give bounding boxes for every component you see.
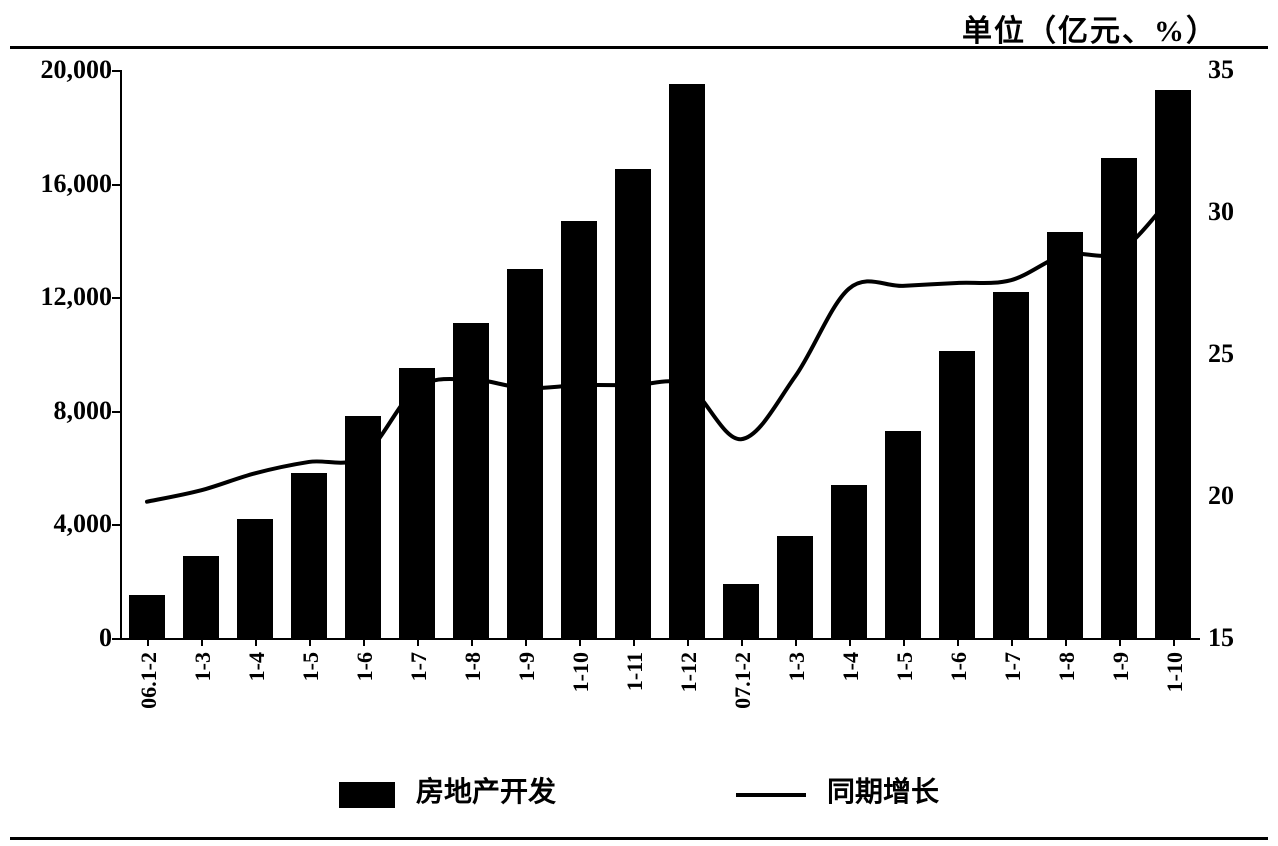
x-axis-label: 1-3 [784, 652, 810, 681]
bar [1101, 158, 1137, 638]
x-tick-mark [1173, 638, 1175, 646]
y-left-tick-mark [112, 638, 120, 640]
x-tick-mark [903, 638, 905, 646]
bar [291, 473, 327, 638]
bar [669, 84, 705, 638]
legend-line-label: 同期增长 [827, 777, 939, 808]
x-tick-mark [957, 638, 959, 646]
x-tick-mark [633, 638, 635, 646]
y-left-tick-label: 4,000 [12, 509, 112, 539]
y-right-tick-label: 30 [1208, 197, 1268, 227]
y-left-tick-mark [112, 524, 120, 526]
bottom-border-rule [10, 837, 1268, 840]
bar [777, 536, 813, 638]
y-left-tick-mark [112, 70, 120, 72]
y-left-tick-mark [112, 184, 120, 186]
x-tick-mark [1065, 638, 1067, 646]
x-tick-mark [849, 638, 851, 646]
x-tick-mark [255, 638, 257, 646]
x-axis-line [120, 638, 1200, 640]
y-right-tick-label: 25 [1208, 339, 1268, 369]
bar [237, 519, 273, 638]
x-tick-mark [417, 638, 419, 646]
bar [561, 221, 597, 638]
bar [939, 351, 975, 638]
x-tick-mark [1119, 638, 1121, 646]
x-axis-label: 1-6 [352, 652, 378, 681]
y-left-tick-label: 16,000 [12, 169, 112, 199]
x-axis-label: 06.1-2 [136, 652, 162, 709]
x-axis-label: 1-4 [244, 652, 270, 681]
x-axis-label: 1-10 [1162, 652, 1188, 692]
x-tick-mark [525, 638, 527, 646]
legend-item-line: 同期增长 [736, 770, 939, 810]
plot-area: 0 4,000 8,000 12,000 16,000 20,000 15 20 25 30 35… [0, 0, 1278, 846]
bar [183, 556, 219, 638]
chart-container: 单位（亿元、%） 04,0008,00012,00016,00020,000 1… [0, 0, 1278, 846]
bar [453, 323, 489, 638]
x-axis-label: 1-8 [460, 652, 486, 681]
x-tick-mark [795, 638, 797, 646]
x-axis-label: 1-4 [838, 652, 864, 681]
bar [507, 269, 543, 638]
x-tick-mark [363, 638, 365, 646]
x-tick-mark [147, 638, 149, 646]
bar [1047, 232, 1083, 638]
y-left-tick-label: 8,000 [12, 396, 112, 426]
bar [831, 485, 867, 638]
y-right-tick-label: 20 [1208, 481, 1268, 511]
x-axis-label: 1-10 [568, 652, 594, 692]
x-tick-mark [687, 638, 689, 646]
x-tick-mark [471, 638, 473, 646]
y-right-tick-label: 15 [1208, 623, 1268, 653]
y-right-tick-label: 35 [1208, 55, 1268, 85]
bar [885, 431, 921, 638]
legend-item-bar: 房地产开发 [339, 770, 556, 810]
x-tick-mark [201, 638, 203, 646]
legend: 房地产开发 同期增长 [0, 770, 1278, 810]
x-axis-label: 1-12 [676, 652, 702, 692]
x-axis-label: 1-8 [1054, 652, 1080, 681]
x-tick-mark [309, 638, 311, 646]
x-axis-label: 1-5 [298, 652, 324, 681]
line-swatch-icon [736, 793, 806, 797]
y-left-tick-label: 0 [12, 623, 112, 653]
bar [993, 292, 1029, 638]
x-tick-mark [579, 638, 581, 646]
x-tick-mark [741, 638, 743, 646]
bar [129, 595, 165, 638]
y-left-tick-label: 20,000 [12, 55, 112, 85]
x-axis-label: 07.1-2 [730, 652, 756, 709]
bar [615, 169, 651, 638]
x-axis-label: 1-9 [514, 652, 540, 681]
bar [399, 368, 435, 638]
x-axis-label: 1-9 [1108, 652, 1134, 681]
x-axis-label: 1-3 [190, 652, 216, 681]
y-left-tick-mark [112, 297, 120, 299]
y-left-tick-label: 12,000 [12, 282, 112, 312]
bar [723, 584, 759, 638]
x-axis-label: 1-5 [892, 652, 918, 681]
x-axis-label: 1-7 [406, 652, 432, 681]
y-axis-line [120, 70, 122, 638]
x-axis-label: 1-6 [946, 652, 972, 681]
x-axis-label: 1-7 [1000, 652, 1026, 681]
x-tick-mark [1011, 638, 1013, 646]
y-left-tick-mark [112, 411, 120, 413]
bar-swatch-icon [339, 782, 395, 808]
bar [345, 416, 381, 638]
bar [1155, 90, 1191, 638]
legend-bar-label: 房地产开发 [416, 777, 556, 808]
x-axis-label: 1-11 [622, 652, 648, 691]
